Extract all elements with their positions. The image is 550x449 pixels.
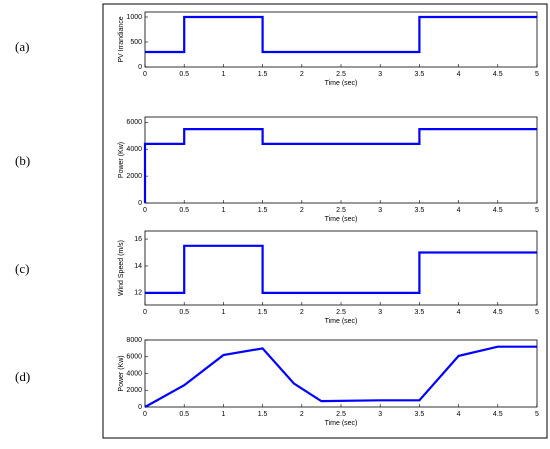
- x-tick-label: 1.5: [258, 207, 268, 214]
- x-tick-label: 5: [535, 411, 539, 418]
- panel-label: (a): [15, 39, 29, 54]
- x-tick-label: 4: [457, 71, 461, 78]
- x-axis-label: Time (sec): [325, 420, 358, 427]
- x-tick-label: 0.5: [179, 309, 189, 316]
- x-tick-label: 3: [378, 71, 382, 78]
- x-axis-label: Time (sec): [325, 318, 358, 325]
- y-axis-label: PV Irrandiance: [118, 16, 125, 62]
- x-tick-label: 1: [221, 309, 225, 316]
- x-tick-label: 2: [300, 411, 304, 418]
- y-tick-label: 0: [138, 404, 142, 411]
- y-tick-label: 6000: [126, 354, 142, 361]
- x-tick-label: 4: [457, 309, 461, 316]
- y-tick-label: 14: [134, 263, 142, 270]
- y-tick-label: 8000: [126, 337, 142, 344]
- x-tick-label: 2: [300, 309, 304, 316]
- x-tick-label: 0: [143, 411, 147, 418]
- y-tick-label: 500: [130, 39, 142, 46]
- x-tick-label: 0.5: [179, 411, 189, 418]
- x-tick-label: 3.5: [415, 71, 425, 78]
- x-axis-label: Time (sec): [325, 80, 358, 87]
- x-tick-label: 1: [221, 71, 225, 78]
- x-tick-label: 3.5: [415, 309, 425, 316]
- panel-label: (b): [15, 153, 30, 168]
- x-tick-label: 5: [535, 207, 539, 214]
- y-tick-label: 12: [134, 290, 142, 297]
- x-tick-label: 3: [378, 411, 382, 418]
- x-tick-label: 1.5: [258, 411, 268, 418]
- x-tick-label: 4.5: [493, 309, 503, 316]
- y-tick-label: 4000: [126, 146, 142, 153]
- y-tick-label: 4000: [126, 370, 142, 377]
- plot-area: [144, 11, 538, 68]
- plot-area: [144, 339, 538, 408]
- x-tick-label: 1: [221, 411, 225, 418]
- x-axis-label: Time (sec): [325, 216, 358, 223]
- data-line: [143, 127, 537, 203]
- x-tick-label: 4: [457, 207, 461, 214]
- x-tick-label: 1.5: [258, 309, 268, 316]
- y-tick-label: 0: [138, 200, 142, 207]
- x-tick-label: 0.5: [179, 71, 189, 78]
- data-line: [145, 15, 537, 54]
- y-tick-label: 0: [138, 64, 142, 71]
- y-tick-label: 2000: [126, 173, 142, 180]
- x-tick-label: 3.5: [415, 411, 425, 418]
- figure-frame: [102, 3, 548, 439]
- y-axis-label: Power (Kw): [118, 355, 125, 391]
- x-tick-label: 5: [535, 71, 539, 78]
- x-tick-label: 3: [378, 207, 382, 214]
- x-tick-label: 2.5: [336, 309, 346, 316]
- x-tick-label: 0: [143, 309, 147, 316]
- x-tick-label: 0: [143, 71, 147, 78]
- x-tick-label: 2.5: [336, 207, 346, 214]
- x-tick-label: 2: [300, 71, 304, 78]
- x-tick-label: 5: [535, 309, 539, 316]
- x-tick-label: 2.5: [336, 411, 346, 418]
- y-tick-label: 1000: [126, 14, 142, 21]
- x-tick-label: 1: [221, 207, 225, 214]
- x-tick-label: 0.5: [179, 207, 189, 214]
- data-line: [144, 345, 537, 408]
- x-tick-label: 1.5: [258, 71, 268, 78]
- x-tick-label: 2.5: [336, 71, 346, 78]
- y-tick-label: 2000: [126, 387, 142, 394]
- x-tick-label: 0: [143, 207, 147, 214]
- x-tick-label: 4.5: [493, 411, 503, 418]
- y-axis-label: Wind Speed (m/s): [118, 240, 125, 296]
- data-line: [145, 244, 537, 294]
- y-tick-label: 16: [134, 236, 142, 243]
- panel-label: (d): [15, 369, 30, 384]
- y-tick-label: 6000: [126, 119, 142, 126]
- x-tick-label: 3.5: [415, 207, 425, 214]
- y-axis-label: Power (Kw): [118, 142, 125, 178]
- x-tick-label: 4.5: [493, 207, 503, 214]
- x-tick-label: 4.5: [493, 71, 503, 78]
- plot-area: [144, 116, 538, 204]
- x-tick-label: 2: [300, 207, 304, 214]
- x-tick-label: 4: [457, 411, 461, 418]
- panel-label: (c): [15, 261, 29, 276]
- x-tick-label: 3: [378, 309, 382, 316]
